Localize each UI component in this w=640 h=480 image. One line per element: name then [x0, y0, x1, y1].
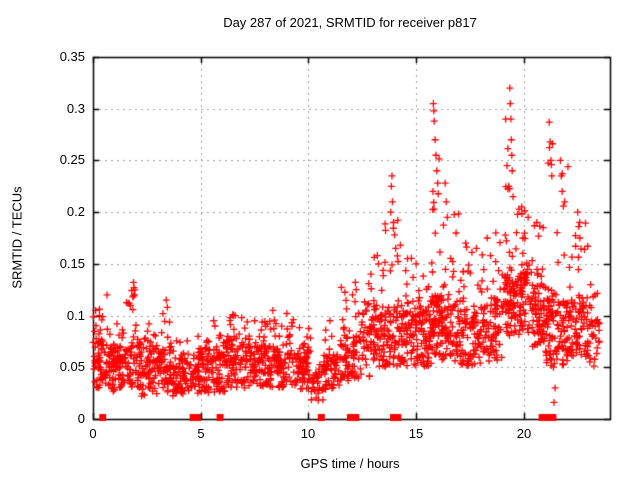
- chart-title: Day 287 of 2021, SRMTID for receiver p81…: [223, 15, 477, 30]
- y-tick-label-01: 0.1: [66, 308, 85, 323]
- y-tick-label-0: 0: [77, 411, 85, 426]
- x-tick-label-15: 15: [408, 426, 424, 441]
- y-tick-label-02: 0.2: [66, 204, 85, 219]
- y-tick-label-005: 0.05: [59, 359, 85, 374]
- x-axis-label: GPS time / hours: [300, 456, 400, 471]
- x-tick-label-10: 10: [300, 426, 316, 441]
- y-tick-label-035: 0.35: [59, 49, 85, 64]
- x-tick-label-20: 20: [516, 426, 532, 441]
- y-tick-label-015: 0.15: [59, 256, 85, 271]
- y-tick-label-025: 0.25: [59, 152, 85, 167]
- x-tick-label-0: 0: [89, 426, 97, 441]
- y-axis-label: SRMTID / TECUs: [9, 186, 25, 289]
- y-tick-label-03: 0.3: [66, 101, 85, 116]
- x-tick-label-5: 5: [197, 426, 205, 441]
